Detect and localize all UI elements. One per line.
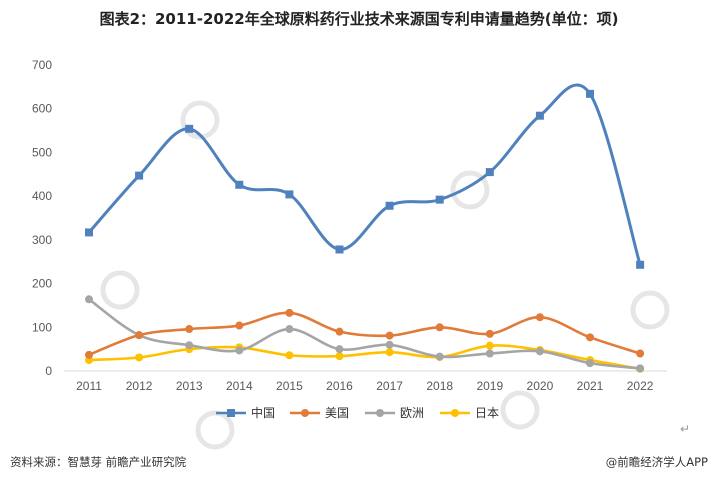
x-tick-label: 2014 [226,379,253,393]
source-note: 资料来源：智慧芽 前瞻产业研究院 [10,455,187,469]
legend-marker [227,409,235,417]
series-line [87,344,642,371]
series-line [87,311,642,357]
x-tick-label: 2017 [376,379,403,393]
axis-layer: 0 100 200 300 400 500 600 700 2011 2012 2013 2014 20… [32,58,667,393]
data-point [335,345,344,354]
data-point [135,331,144,340]
series-line [87,83,642,267]
x-tick-label: 2018 [426,379,453,393]
x-tick-label: 2021 [577,379,604,393]
x-tick-label: 2016 [326,379,353,393]
data-point [285,190,294,199]
y-tick-label: 300 [32,233,52,247]
watermark-logo-icon [500,390,540,430]
x-tick-label: 2020 [527,379,554,393]
data-point [135,171,144,180]
legend-label: 欧洲 [400,406,424,420]
legend-marker [376,409,384,417]
x-tick-label: 2019 [476,379,503,393]
data-point [285,351,294,360]
data-point [636,349,645,358]
y-tick-label: 200 [32,277,52,291]
data-point [385,348,394,357]
legend-marker [451,409,459,417]
watermark-logo-icon [630,290,670,330]
data-point [85,228,93,237]
legend-item: 美国 [290,406,349,420]
legend-label: 中国 [251,405,275,420]
data-point [185,325,194,334]
watermark-layer [100,100,670,450]
data-point [435,352,444,361]
series-layer [85,83,645,373]
x-tick-label: 2013 [176,379,203,393]
data-point [185,341,194,350]
y-tick-label: 600 [32,102,52,116]
data-point [586,333,594,342]
y-tick-label: 400 [32,189,52,203]
data-point [385,201,394,210]
data-point [485,329,494,338]
legend: 中国 美国 欧洲 日本 [216,405,499,420]
data-point [135,353,144,362]
x-tick-label: 2011 [76,379,102,393]
data-point [485,349,494,358]
series-美国 [85,308,645,359]
data-point [586,89,594,98]
watermark-logo-icon [450,170,490,210]
legend-marker [301,409,309,417]
data-point [235,180,244,189]
data-point [535,111,544,120]
data-point [335,327,344,336]
x-tick-label: 2022 [627,379,654,393]
legend-item: 欧洲 [365,406,424,420]
series-欧洲 [85,295,645,373]
data-point [435,323,444,332]
data-point [636,260,645,269]
y-tick-label: 100 [32,320,52,334]
series-line [87,298,642,370]
legend-item: 中国 [216,405,275,420]
watermark-logo-icon [100,270,140,310]
series-中国 [85,83,645,269]
data-point [235,346,244,355]
data-point [435,195,444,204]
y-tick-label: 500 [32,145,52,159]
data-point [636,364,645,373]
watermark-logo-icon [195,410,235,450]
data-point [85,295,93,304]
data-point [285,325,294,334]
data-point [335,245,344,254]
data-point [185,124,194,133]
data-point [335,352,344,361]
data-point [485,168,494,177]
data-point [385,340,394,349]
data-point [586,359,594,368]
brand-credit: @前瞻经济学人APP [605,455,708,469]
legend-item: 日本 [440,406,499,420]
legend-label: 日本 [475,406,499,420]
data-point [285,308,294,317]
data-point [535,313,544,322]
x-tick-label: 2015 [276,379,303,393]
data-point [235,321,244,330]
return-mark: ↵ [680,422,691,436]
data-point [85,350,93,359]
data-point [535,347,544,356]
chart-title: 图表2：2011-2022年全球原料药行业技术来源国专利申请量趋势(单位：项) [99,10,619,28]
data-point [485,341,494,350]
y-tick-label: 0 [45,364,52,378]
x-tick-label: 2012 [126,379,153,393]
y-tick-label: 700 [32,58,52,72]
legend-label: 美国 [325,406,349,420]
data-point [385,331,394,340]
